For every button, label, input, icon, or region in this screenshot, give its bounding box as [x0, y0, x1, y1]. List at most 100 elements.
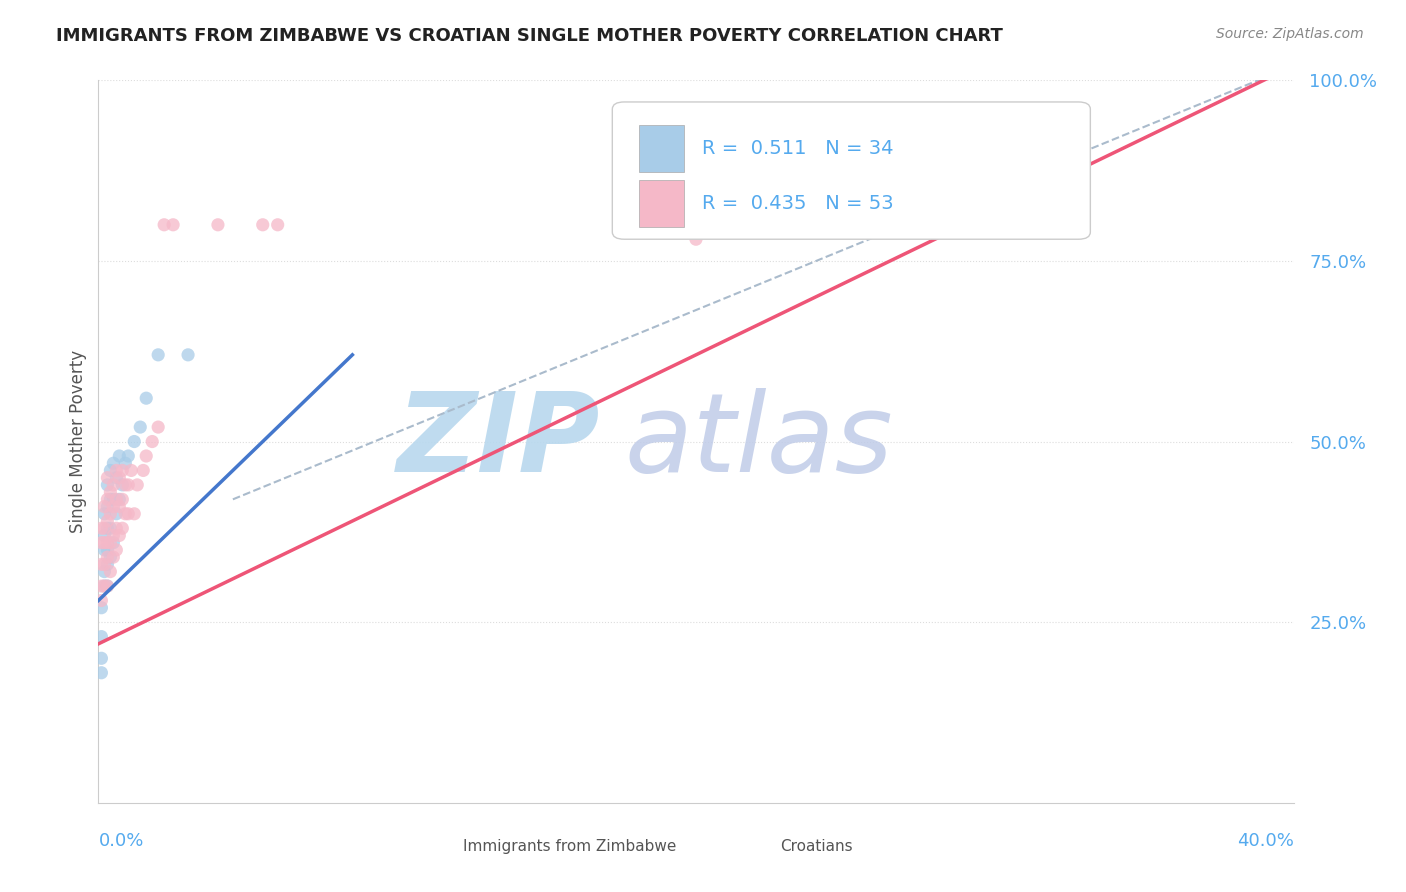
Point [105, 463, 128, 477]
Point [90, 600, 112, 615]
Point [120, 463, 142, 477]
Point [98, 550, 122, 565]
Point [93, 579, 115, 593]
Point [93, 507, 115, 521]
Point [103, 528, 125, 542]
Point [96, 500, 118, 514]
Point [90, 579, 112, 593]
Text: Croatians: Croatians [780, 838, 852, 854]
Y-axis label: Single Mother Poverty: Single Mother Poverty [69, 350, 87, 533]
Text: R =  0.511   N = 34: R = 0.511 N = 34 [702, 139, 893, 159]
Point [114, 478, 136, 492]
Point [114, 507, 136, 521]
Point [135, 449, 157, 463]
Point [98, 485, 122, 500]
Point [103, 535, 125, 549]
Point [93, 521, 115, 535]
Point [117, 449, 139, 463]
Point [96, 521, 118, 535]
Text: Immigrants from Zimbabwe: Immigrants from Zimbabwe [463, 838, 676, 854]
Point [103, 550, 125, 565]
Point [96, 514, 118, 528]
Point [96, 558, 118, 572]
Text: ZIP: ZIP [396, 388, 600, 495]
Point [98, 565, 122, 579]
FancyBboxPatch shape [638, 126, 685, 172]
Point [96, 470, 118, 484]
Point [96, 492, 118, 507]
Point [924, 218, 946, 232]
Point [124, 507, 146, 521]
Point [103, 478, 125, 492]
Point [267, 218, 290, 232]
Text: 40.0%: 40.0% [1237, 831, 1294, 850]
Point [105, 470, 128, 484]
Text: Source: ZipAtlas.com: Source: ZipAtlas.com [1216, 27, 1364, 41]
Point [108, 492, 131, 507]
Point [114, 456, 136, 470]
Point [93, 565, 115, 579]
Point [108, 500, 131, 514]
Point [96, 579, 118, 593]
Point [135, 391, 157, 405]
Point [103, 500, 125, 514]
Point [252, 218, 274, 232]
Point [96, 542, 118, 557]
Point [129, 420, 152, 434]
Point [98, 521, 122, 535]
Point [93, 558, 115, 572]
Text: atlas: atlas [624, 388, 893, 495]
Point [90, 521, 112, 535]
FancyBboxPatch shape [613, 102, 1091, 239]
Point [93, 528, 115, 542]
Point [111, 521, 134, 535]
Point [108, 470, 131, 484]
Point [148, 348, 170, 362]
Point [90, 665, 112, 680]
Point [111, 463, 134, 477]
FancyBboxPatch shape [430, 835, 457, 857]
Point [162, 218, 184, 232]
Point [103, 456, 125, 470]
Point [132, 463, 155, 477]
Point [90, 630, 112, 644]
Point [93, 535, 115, 549]
Point [775, 218, 797, 232]
Point [96, 535, 118, 549]
Text: R =  0.435   N = 53: R = 0.435 N = 53 [702, 194, 894, 212]
Point [98, 535, 122, 549]
Point [93, 579, 115, 593]
Point [141, 434, 163, 449]
Point [98, 507, 122, 521]
Point [96, 579, 118, 593]
Point [96, 550, 118, 565]
Point [105, 542, 128, 557]
Point [96, 478, 118, 492]
Point [93, 500, 115, 514]
Point [124, 434, 146, 449]
Text: 0.0%: 0.0% [98, 831, 143, 850]
Point [105, 507, 128, 521]
Text: IMMIGRANTS FROM ZIMBABWE VS CROATIAN SINGLE MOTHER POVERTY CORRELATION CHART: IMMIGRANTS FROM ZIMBABWE VS CROATIAN SIN… [56, 27, 1002, 45]
Point [105, 521, 128, 535]
Point [93, 542, 115, 557]
Point [127, 478, 149, 492]
Point [90, 593, 112, 607]
Point [207, 218, 229, 232]
Point [111, 478, 134, 492]
Point [90, 535, 112, 549]
Point [98, 463, 122, 477]
Point [685, 232, 707, 246]
Point [105, 492, 128, 507]
Point [90, 558, 112, 572]
Point [177, 348, 200, 362]
Point [98, 492, 122, 507]
Point [117, 478, 139, 492]
Point [90, 651, 112, 665]
FancyBboxPatch shape [744, 835, 770, 857]
Point [153, 218, 176, 232]
FancyBboxPatch shape [638, 179, 685, 227]
Point [108, 449, 131, 463]
Point [148, 420, 170, 434]
Point [117, 507, 139, 521]
